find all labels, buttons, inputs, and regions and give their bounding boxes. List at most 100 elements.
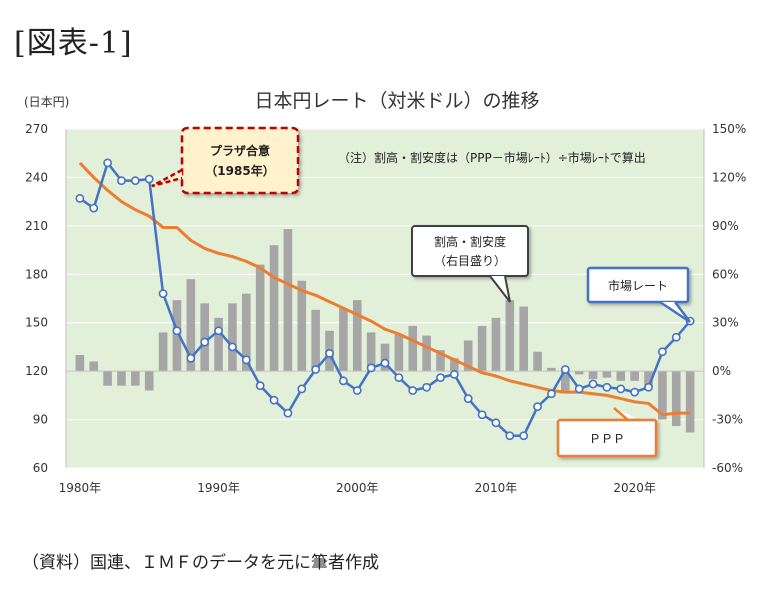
deviation-bar: [561, 371, 570, 391]
x-tick-label: 2000年: [336, 481, 379, 495]
deviation-bar: [214, 317, 223, 372]
deviation-bar: [311, 309, 320, 372]
deviation-bar: [297, 280, 307, 372]
plaza-callout: プラザ合意 （1985年）: [151, 126, 300, 195]
market-rate-point: [602, 382, 612, 392]
deviation-bar: [505, 300, 515, 372]
market-rate-point: [463, 394, 473, 403]
deviation-bar: [255, 264, 265, 372]
figure-label: [図表-1]: [14, 26, 133, 61]
x-tick-label: 2010年: [475, 481, 518, 495]
deviation-bar: [671, 371, 681, 427]
market-rate-point: [103, 158, 113, 168]
deviation-bar: [200, 303, 209, 372]
deviation-bar: [685, 371, 695, 433]
left-tick-label: 90: [33, 413, 48, 427]
market-rate-point: [491, 418, 501, 428]
deviation-bar: [117, 371, 126, 386]
market-rate-point: [630, 387, 640, 397]
market-rate-point: [477, 410, 487, 420]
deviation-bar: [477, 325, 487, 372]
calc-note: （注）割高・割安度は（PPP－市場ﾚｰﾄ）÷市場ﾚｰﾄで算出: [338, 150, 646, 165]
deviation-bar: [269, 245, 279, 372]
deviation-bar: [408, 325, 418, 372]
market-rate-point: [505, 431, 515, 441]
market-rate-point: [588, 379, 598, 389]
deviation-bar: [602, 371, 612, 378]
deviation-bar: [574, 371, 584, 375]
deviation-bar: [588, 371, 598, 380]
right-tick-label: 60%: [712, 267, 739, 281]
deviation-bar: [547, 367, 556, 372]
market-rate-point: [158, 289, 168, 299]
left-tick-label: 180: [25, 267, 48, 281]
deviation-bars: [75, 229, 695, 433]
market-rate-point: [200, 337, 210, 347]
deviation-bar: [186, 279, 196, 372]
market-label: 市場レート: [608, 278, 668, 293]
deviation-bar: [103, 371, 112, 386]
right-tick-label: 120%: [712, 170, 746, 184]
right-tick-label: -60%: [712, 461, 743, 475]
market-rate-point: [366, 363, 376, 373]
deviation-callout: 割高・割安度 （右目盛り）: [411, 225, 529, 303]
deviation-bar: [450, 358, 459, 372]
right-tick-label: 90%: [712, 219, 739, 233]
market-rate-point: [186, 353, 196, 363]
x-tick-label: 1980年: [59, 481, 102, 495]
market-rate-point: [657, 347, 667, 357]
market-rate-point: [449, 369, 459, 379]
deviation-bar: [422, 335, 431, 372]
deviation-bar: [463, 340, 473, 372]
deviation-bar: [75, 355, 85, 372]
market-rate-point: [644, 382, 653, 392]
deviation-bar: [366, 332, 376, 372]
plaza-year: （1985年）: [205, 163, 274, 178]
market-rate-point: [117, 176, 126, 186]
ppp-series: [78, 161, 691, 417]
deviation-bar: [491, 317, 501, 372]
market-rate-point: [172, 326, 182, 336]
deviation-bar: [89, 361, 99, 372]
chart-figure: 日本円レート（対米ドル）の推移 (日本円) 60 90 120 150 180 210 24…: [24, 90, 746, 495]
deviation-bar: [339, 308, 348, 372]
market-rate-point: [75, 194, 85, 203]
right-tick-label: 0%: [712, 364, 731, 378]
deviation-bar: [630, 371, 639, 381]
market-rate-point: [519, 431, 529, 441]
market-rate-point: [380, 358, 390, 368]
market-rate-point: [130, 176, 140, 186]
left-tick-label: 270: [25, 122, 48, 136]
market-rate-point: [338, 376, 348, 386]
x-tick-label: 1990年: [197, 481, 240, 495]
market-rate-point: [394, 373, 404, 382]
market-rate-point: [283, 408, 293, 418]
chart-title: 日本円レート（対米ドル）の推移: [254, 90, 539, 112]
deviation-bar: [533, 351, 542, 372]
ppp-callout: ＰＰＰ: [556, 407, 658, 458]
market-rate-point: [241, 355, 251, 365]
deviation-bar: [228, 303, 237, 372]
market-rate-point: [533, 402, 542, 412]
market-rate-point: [616, 384, 626, 394]
market-rate-point: [255, 381, 265, 391]
deviation-bar: [616, 371, 626, 381]
deviation-bar: [436, 350, 445, 372]
deviation-axis-note: （右目盛り）: [434, 253, 506, 268]
deviation-bar: [144, 371, 154, 391]
market-rate-point: [228, 342, 237, 352]
market-rate-point: [311, 365, 321, 374]
deviation-bar: [380, 343, 390, 372]
left-axis-ticks: 60 90 120 150 180 210 240 270: [25, 122, 48, 475]
market-rate-point: [560, 365, 570, 374]
deviation-bar: [394, 334, 404, 372]
deviation-bar: [352, 300, 362, 372]
market-callout: 市場レート: [586, 266, 691, 324]
right-tick-label: -30%: [712, 413, 743, 427]
ppp-line: [78, 161, 691, 417]
market-rate-point: [214, 326, 223, 336]
right-tick-label: 150%: [712, 122, 746, 136]
deviation-bar: [158, 332, 168, 372]
deviation-bar: [644, 371, 653, 388]
market-rate-point: [671, 332, 681, 342]
